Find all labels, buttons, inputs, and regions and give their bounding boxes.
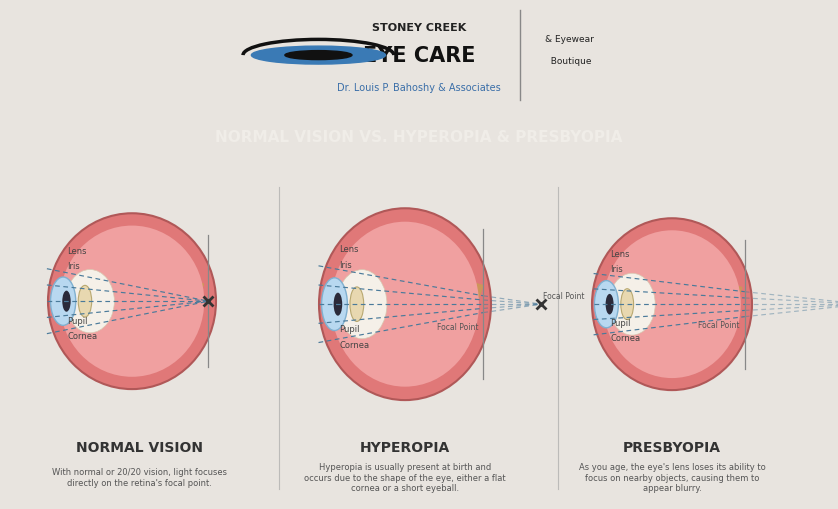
Circle shape	[285, 51, 352, 61]
Ellipse shape	[603, 231, 741, 378]
Text: Focal Point: Focal Point	[543, 291, 585, 300]
Ellipse shape	[319, 209, 491, 400]
Wedge shape	[326, 264, 484, 346]
Ellipse shape	[621, 289, 634, 320]
Text: STONEY CREEK: STONEY CREEK	[372, 23, 466, 33]
Text: Lens: Lens	[68, 246, 87, 255]
Text: & Eyewear: & Eyewear	[545, 35, 593, 44]
Ellipse shape	[334, 293, 342, 316]
Text: HYPEROPIA: HYPEROPIA	[360, 440, 450, 454]
Text: PRESBYOPIA: PRESBYOPIA	[623, 440, 721, 454]
Ellipse shape	[594, 281, 618, 328]
Text: Lens: Lens	[610, 249, 629, 258]
Ellipse shape	[48, 214, 216, 389]
Text: Focal Point: Focal Point	[437, 322, 478, 331]
Text: Cornea: Cornea	[68, 331, 98, 340]
Ellipse shape	[331, 222, 479, 387]
Text: Pupil: Pupil	[68, 316, 88, 325]
Text: Iris: Iris	[339, 260, 352, 269]
Ellipse shape	[78, 286, 91, 318]
Ellipse shape	[59, 226, 204, 377]
Text: Dr. Louis P. Bahoshy & Associates: Dr. Louis P. Bahoshy & Associates	[337, 82, 501, 92]
Text: Hyperopia is usually present at birth and
occurs due to the shape of the eye, ei: Hyperopia is usually present at birth an…	[304, 462, 506, 492]
Text: EYE CARE: EYE CARE	[363, 46, 475, 66]
Ellipse shape	[50, 277, 75, 326]
Ellipse shape	[62, 291, 70, 312]
Ellipse shape	[337, 270, 387, 339]
Text: Lens: Lens	[339, 244, 359, 253]
Text: Pupil: Pupil	[610, 318, 630, 327]
Wedge shape	[602, 269, 742, 342]
Text: Iris: Iris	[610, 264, 623, 273]
Text: Focal Point: Focal Point	[698, 320, 740, 329]
Text: As you age, the eye's lens loses its ability to
focus on nearby objects, causing: As you age, the eye's lens loses its abi…	[578, 462, 765, 492]
Text: Pupil: Pupil	[339, 324, 360, 333]
Ellipse shape	[608, 274, 655, 335]
Text: Boutique: Boutique	[545, 57, 591, 66]
Wedge shape	[59, 265, 204, 340]
Circle shape	[251, 47, 385, 65]
Ellipse shape	[592, 219, 752, 390]
Text: With normal or 20/20 vision, light focuses
directly on the retina's focal point.: With normal or 20/20 vision, light focus…	[51, 467, 226, 487]
Text: Cornea: Cornea	[610, 333, 640, 342]
Ellipse shape	[350, 288, 364, 322]
Text: Cornea: Cornea	[339, 340, 370, 349]
Text: Iris: Iris	[68, 261, 80, 270]
Text: NORMAL VISION: NORMAL VISION	[75, 440, 203, 454]
Ellipse shape	[65, 270, 114, 333]
Text: NORMAL VISION VS. HYPEROPIA & PRESBYOPIA: NORMAL VISION VS. HYPEROPIA & PRESBYOPIA	[215, 130, 623, 145]
Ellipse shape	[322, 278, 348, 331]
Ellipse shape	[606, 294, 613, 315]
